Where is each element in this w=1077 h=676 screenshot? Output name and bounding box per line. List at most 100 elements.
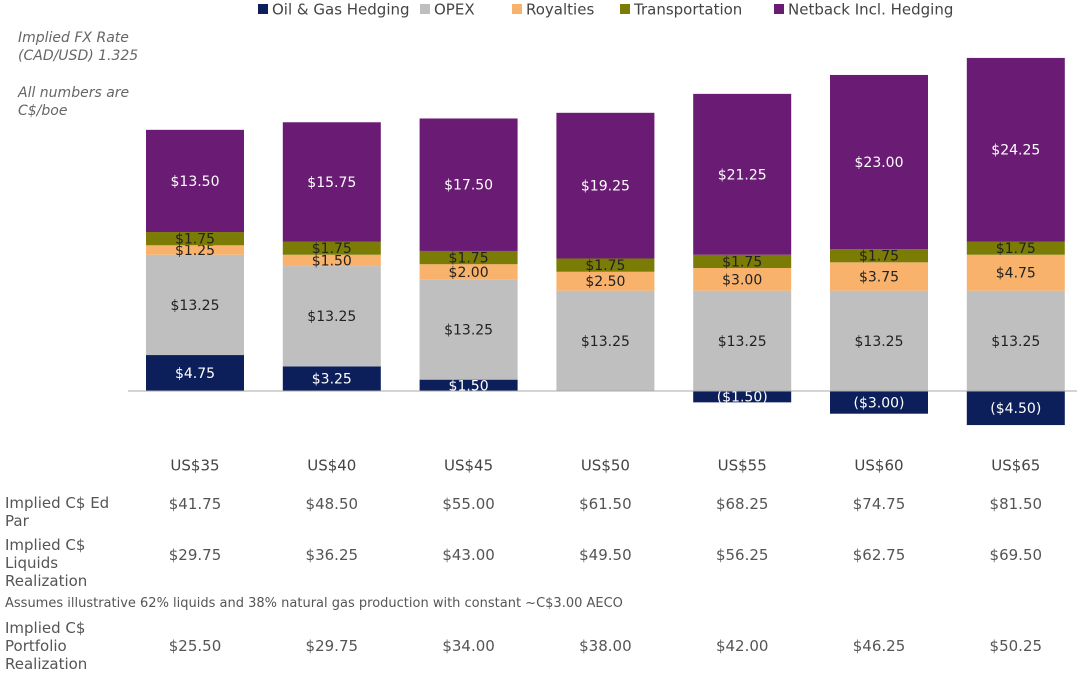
legend-swatch [774,4,784,14]
data-label: $17.50 [444,178,493,194]
data-label: ($1.50) [717,390,768,406]
table-cell: $48.50 [305,495,359,513]
data-label: $2.50 [585,274,625,290]
bar-segment [556,258,655,272]
bar-segment [693,267,792,291]
data-label: ($4.50) [990,401,1041,417]
x-tick-label: US$60 [854,457,903,475]
data-label: $1.75 [722,254,762,270]
bar-segment [966,290,1065,391]
x-tick-label: US$55 [718,457,767,475]
data-label: $1.50 [312,253,352,269]
data-label: $15.75 [307,175,356,191]
x-tick-label: US$45 [444,457,493,475]
bar-segment [282,122,381,242]
bar-segment [282,366,381,391]
data-label: $13.25 [855,334,904,350]
table-cell: $68.25 [715,495,769,513]
data-label: $21.25 [718,167,767,183]
bar-segment [419,264,518,280]
data-label: $1.25 [175,243,215,259]
table-cell: $74.75 [852,495,906,513]
table-cell: $41.75 [168,495,222,513]
data-label: $1.75 [585,258,625,274]
data-label: $1.50 [449,378,489,394]
data-label: $13.25 [581,334,630,350]
bar-segment [282,254,381,267]
bar-segment [146,355,244,391]
x-tick-label: US$50 [581,457,630,475]
bar-segment [830,249,928,263]
bar-segment [146,232,244,246]
bar-segment [830,262,928,291]
data-label: $23.00 [855,155,904,171]
table-cell: $36.25 [305,546,359,564]
x-tick-label: US$65 [991,457,1040,475]
legend-swatch [620,4,630,14]
table-cell: $42.00 [715,637,769,655]
footnote: Assumes illustrative 62% liquids and 38%… [5,596,623,611]
bar-segment [693,290,792,391]
legend-label: Transportation [633,1,742,19]
bar-segment [966,57,1065,242]
bar-segment [419,118,518,251]
data-label: $3.00 [722,272,762,288]
table-cell: $61.50 [579,495,632,513]
data-label: ($3.00) [853,395,904,411]
legend-label: OPEX [434,1,475,19]
x-tick-label: US$35 [170,457,219,475]
table-cell: $49.50 [579,546,632,564]
bar-segment [146,254,244,356]
bar-segment [282,266,381,367]
row-label: Implied C$ Portfolio Realization [5,619,88,673]
table-cell: $69.50 [989,546,1043,564]
bar-segment [966,391,1065,426]
table-cell: $50.25 [989,637,1043,655]
bar-segment [830,290,928,391]
data-label: $13.25 [991,334,1040,350]
bar-segment [830,74,928,250]
bar-segment [146,129,244,233]
bar-segment [966,241,1065,255]
bar-segment [556,112,655,259]
row-label: Implied C$ Ed Par [5,494,110,530]
table-cell: $62.75 [852,546,906,564]
legend-swatch [258,4,268,14]
data-label: $13.25 [444,322,493,338]
data-label: $2.00 [449,265,489,281]
legend-swatch [420,4,430,14]
table-cell: $29.75 [305,637,359,655]
table-cell: $25.50 [168,637,222,655]
data-label: $24.25 [991,143,1040,159]
data-label: $13.25 [307,309,356,325]
row-label: Implied C$ Liquids Realization [5,536,88,590]
bar-segment [419,379,518,391]
legend-label: Netback Incl. Hedging [788,1,953,19]
table-cell: $46.25 [852,637,906,655]
x-tick-label: US$40 [307,457,356,475]
data-label: $3.25 [312,372,352,388]
note: All numbers are C$/boe [18,85,130,119]
bar-segment [693,254,792,268]
legend-label: Oil & Gas Hedging [272,1,410,19]
data-label: $1.75 [449,251,489,267]
table-cell: $29.75 [168,546,222,564]
bar-segment [556,271,655,291]
legend-label: Royalties [526,1,594,19]
bar-segment [693,93,792,255]
data-label: $1.75 [859,249,899,265]
bar-segment [966,254,1065,291]
data-label: $13.25 [171,298,220,314]
table-cell: $55.00 [442,495,495,513]
table-cell: $38.00 [579,637,632,655]
bar-segment [693,391,792,403]
table-cell: $81.50 [989,495,1043,513]
data-label: $13.25 [718,334,767,350]
legend-swatch [512,4,522,14]
bar-segment [146,245,244,255]
data-label: $1.75 [312,241,352,257]
bar-segment [282,241,381,255]
note: Implied FX Rate (CAD/USD) 1.325 [18,30,139,64]
